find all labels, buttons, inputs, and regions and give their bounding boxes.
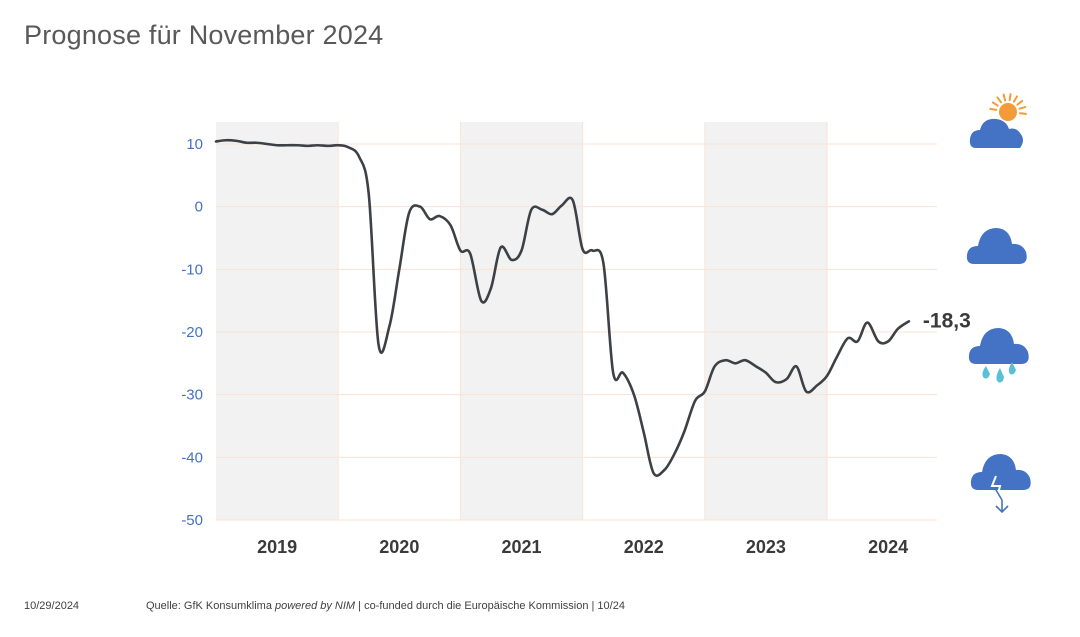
sun-ray <box>1018 106 1027 110</box>
x-tick-label: 2024 <box>868 537 908 557</box>
end-value-label: -18,3 <box>923 309 971 332</box>
year-band-2023 <box>704 122 828 520</box>
year-band-2019 <box>216 122 339 520</box>
sun-ray <box>1002 93 1007 102</box>
y-tick-label: -20 <box>181 324 203 341</box>
y-tick-label: -30 <box>181 387 203 404</box>
footer-source-italic: powered by NIM <box>275 600 356 612</box>
x-axis-ticks: 2019 2020 2021 2022 2023 2024 <box>257 537 908 557</box>
sun-cloud-icon <box>969 93 1027 148</box>
footer-source-suffix: | co-funded durch die Europäische Kommis… <box>355 600 625 612</box>
gridlines <box>216 122 937 521</box>
x-tick-label: 2020 <box>379 537 419 557</box>
y-axis-ticks: 10 0 -10 -20 -30 -40 -50 <box>181 136 203 529</box>
x-tick-label: 2021 <box>501 537 541 557</box>
sun-ray <box>991 101 999 107</box>
y-tick-label: 10 <box>186 136 203 153</box>
x-tick-label: 2023 <box>746 537 786 557</box>
y-tick-label: -40 <box>181 449 203 466</box>
sun-ray <box>989 107 998 111</box>
y-tick-label: 0 <box>195 199 203 216</box>
sun-ray <box>996 96 1002 104</box>
x-tick-label: 2022 <box>624 537 664 557</box>
cloud-icon <box>966 228 1027 264</box>
y-tick-label: -10 <box>181 261 203 278</box>
storm-cloud-icon <box>970 454 1031 514</box>
series-line <box>214 138 911 477</box>
sun-ray <box>1018 112 1027 115</box>
year-band-2021 <box>460 122 583 520</box>
y-tick-label: -50 <box>181 512 203 529</box>
page-title: Prognose für November 2024 <box>24 20 384 50</box>
sun-ray <box>1008 93 1012 102</box>
footer-source: Quelle: GfK Konsumklima powered by NIM |… <box>146 600 625 612</box>
sun-ray <box>1016 99 1024 106</box>
rain-cloud-icon <box>968 328 1029 383</box>
footer-source-prefix: Quelle: GfK Konsumklima <box>146 600 275 612</box>
year-bands <box>216 122 828 520</box>
sun-ray <box>1013 95 1018 103</box>
x-tick-label: 2019 <box>257 537 297 557</box>
footer-date: 10/29/2024 <box>24 600 80 612</box>
